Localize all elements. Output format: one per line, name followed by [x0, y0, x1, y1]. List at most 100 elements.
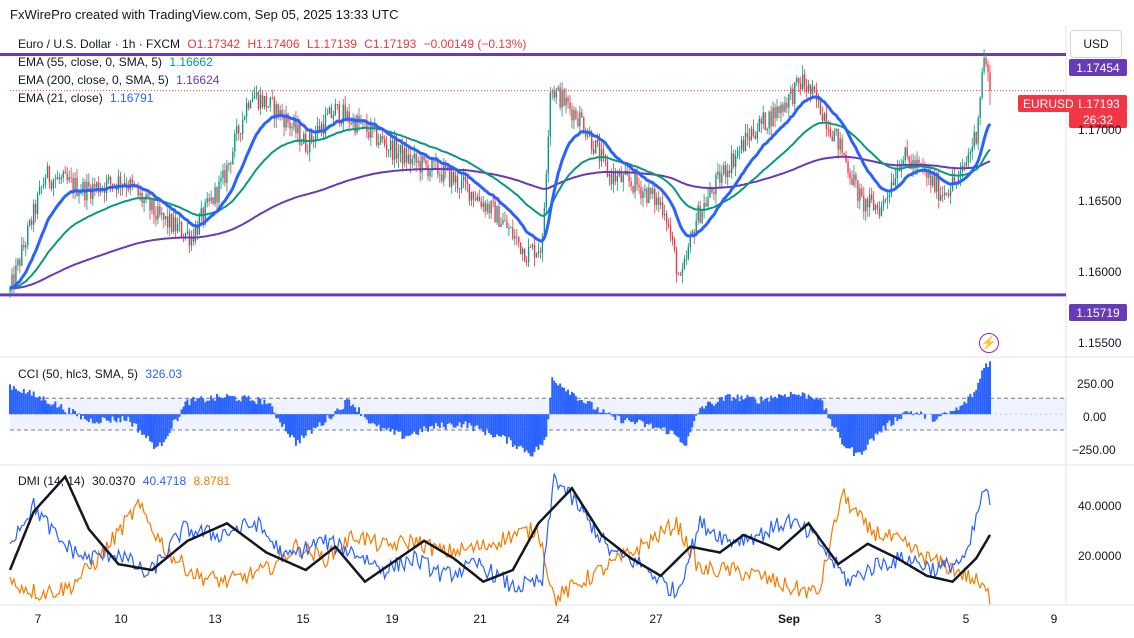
candle-body	[74, 177, 76, 193]
candle-body	[516, 236, 518, 238]
candle-body	[492, 201, 494, 203]
candle-body	[78, 193, 80, 196]
candle-body	[486, 204, 488, 212]
cci-bar	[561, 387, 564, 415]
cci-bar	[223, 397, 226, 415]
cci-bar	[914, 413, 917, 415]
candle-body	[973, 131, 975, 147]
candle-body	[291, 127, 293, 129]
candle-body	[760, 118, 762, 124]
cci-bar	[582, 402, 585, 415]
candle-body	[36, 194, 39, 214]
candle-body	[652, 188, 654, 195]
cci-bar	[80, 414, 82, 420]
cci-bar	[549, 397, 552, 415]
cci-bar	[854, 414, 857, 453]
candle-body	[269, 97, 271, 107]
ema55-legend[interactable]: EMA (55, close, 0, SMA, 5) 1.16662	[18, 55, 217, 69]
cci-bar	[36, 397, 39, 415]
candle-body	[669, 225, 672, 237]
candle-body	[502, 220, 504, 224]
cci-bar	[515, 414, 518, 450]
cci-bar	[592, 409, 595, 415]
cci-bar	[693, 414, 696, 422]
candle-body	[665, 213, 668, 224]
ema200-legend[interactable]: EMA (200, close, 0, SMA, 5) 1.16624	[18, 73, 223, 87]
candle-body	[644, 188, 646, 192]
candle-body	[539, 251, 542, 253]
candle-body	[894, 178, 897, 186]
candle-body	[330, 107, 333, 118]
candle-body	[738, 149, 741, 151]
candle-body	[967, 154, 969, 163]
cci-bar	[505, 414, 508, 444]
cci-bar	[941, 413, 944, 415]
cci-bar	[352, 404, 355, 415]
candle-body	[255, 92, 258, 96]
cci-bar	[912, 414, 915, 416]
candle-body	[305, 133, 307, 152]
cci-bar	[99, 414, 102, 423]
candle-body	[600, 149, 603, 162]
candle-body	[137, 186, 139, 196]
cci-bar	[158, 414, 161, 443]
countdown-label: 26:32	[1069, 111, 1127, 128]
cci-bar	[460, 414, 463, 428]
cci-bar	[227, 395, 230, 415]
symbol-name[interactable]: Euro / U.S. Dollar · 1h · FXCM	[18, 37, 181, 51]
cci-bar	[973, 392, 976, 415]
cci-bar	[119, 414, 122, 423]
candle-body	[553, 91, 555, 98]
cci-bar	[480, 414, 483, 429]
candle-body	[514, 236, 516, 239]
cci-bar	[109, 414, 112, 423]
candle-body	[695, 221, 697, 236]
dmi-legend[interactable]: DMI (14, 14) 30.0370 40.4718 8.8781	[18, 474, 234, 488]
cci-bar	[212, 398, 215, 415]
time-tick: Sep	[777, 612, 801, 626]
cci-bar	[553, 380, 556, 415]
flash-icon[interactable]: ⚡	[979, 333, 999, 353]
ohlc-change: −0.00149 (−0.13%)	[423, 37, 527, 51]
cci-bar	[681, 414, 684, 444]
candle-body	[630, 181, 632, 187]
candle-body	[32, 203, 35, 225]
cci-bar	[740, 395, 743, 415]
ema21-legend[interactable]: EMA (21, close) 1.16791	[18, 91, 157, 105]
candle-body	[660, 202, 662, 205]
cci-legend[interactable]: CCI (50, hlc3, SMA, 5) 326.03	[18, 367, 186, 381]
candle-body	[50, 182, 53, 189]
candle-body	[533, 244, 536, 258]
cci-bar	[555, 383, 558, 415]
candle-body	[788, 94, 790, 108]
candle-body	[683, 259, 686, 269]
cci-bar	[906, 411, 909, 415]
cci-bar	[671, 414, 674, 431]
cci-bar	[281, 414, 284, 427]
candle-body	[275, 104, 277, 119]
ohlc-close: C1.17193	[364, 37, 417, 51]
cci-bar	[866, 414, 869, 445]
candle-body	[389, 140, 392, 151]
cci-bar	[81, 414, 84, 416]
candle-body	[610, 174, 613, 185]
cci-bar	[330, 414, 333, 420]
candle-body	[354, 118, 356, 133]
candle-body	[19, 259, 21, 266]
cci-bar	[446, 414, 449, 425]
candle-body	[983, 57, 985, 73]
candle-body	[387, 150, 390, 152]
candle-body	[543, 207, 546, 238]
cci-bar	[401, 414, 404, 439]
cci-bar	[551, 377, 554, 415]
time-tick: 24	[556, 612, 570, 626]
cci-bar	[498, 414, 500, 437]
cci-bar	[348, 399, 351, 415]
candle-body	[573, 110, 575, 121]
currency-button[interactable]: USD	[1070, 30, 1122, 58]
cci-bar	[383, 414, 386, 429]
cci-bar	[235, 401, 238, 415]
cci-bar	[507, 414, 510, 438]
cci-bar	[868, 414, 871, 440]
